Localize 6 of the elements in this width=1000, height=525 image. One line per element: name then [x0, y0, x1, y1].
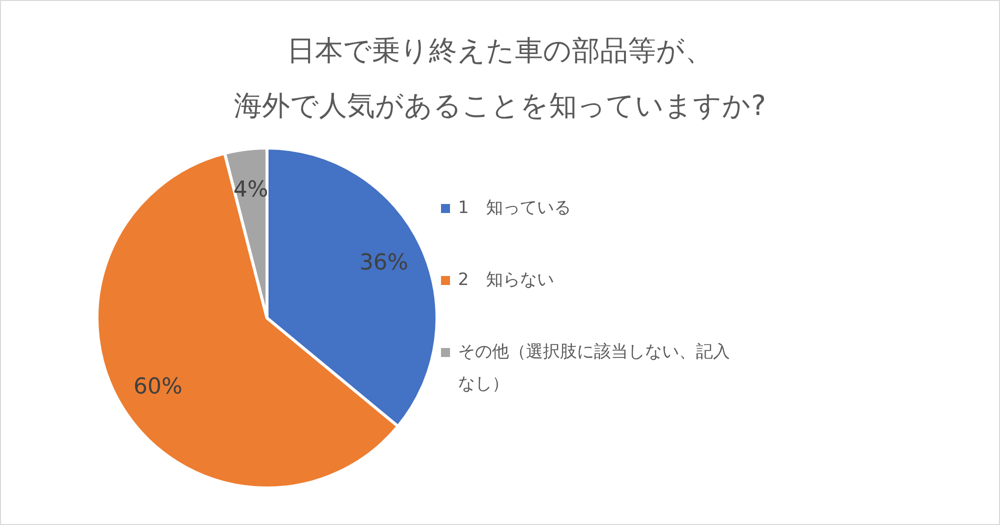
- data-label: 36%: [359, 250, 408, 276]
- chart-title: 日本で乗り終えた車の部品等が、海外で人気があることを知っていますか?: [233, 33, 767, 124]
- legend-label: 2 知らない: [458, 269, 555, 292]
- data-label: 60%: [133, 374, 182, 400]
- legend-label: 1 知っている: [458, 197, 572, 220]
- legend-label: その他（選択肢に該当しない、記入なし）: [458, 341, 731, 396]
